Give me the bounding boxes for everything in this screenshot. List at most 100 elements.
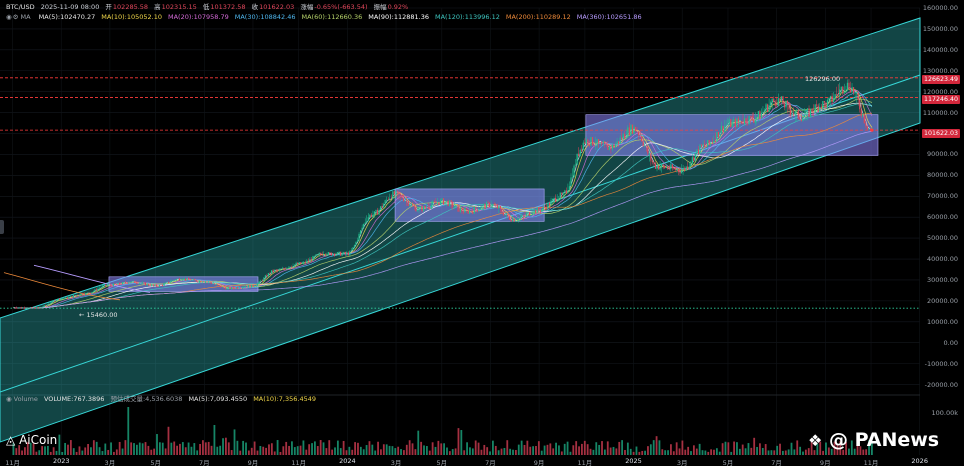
volume-bar [270, 443, 273, 455]
candle-body [175, 279, 177, 281]
candle-body [198, 281, 200, 283]
candle-body [78, 295, 81, 296]
volume-bar [500, 448, 503, 455]
volume-bar [555, 442, 557, 455]
volume-bar [253, 441, 256, 455]
candle-body [581, 149, 583, 151]
candle-body [499, 206, 501, 209]
candle-body [207, 281, 210, 283]
candle-body [862, 114, 864, 116]
volume-bar [107, 449, 110, 455]
candle-body [782, 96, 784, 105]
candle-body [240, 288, 242, 290]
candle-body [765, 104, 767, 111]
candle-body [822, 100, 824, 109]
candle-body [401, 194, 403, 199]
panel-toggle-handle[interactable] [0, 220, 4, 234]
candle-body [284, 268, 286, 270]
candle-body [246, 286, 248, 288]
candle-body [243, 287, 245, 289]
candle-body [553, 197, 555, 199]
volume-bar [632, 451, 635, 455]
candle-body [140, 283, 142, 284]
candle-body [231, 287, 233, 290]
candle-body [819, 106, 821, 113]
candle-body [555, 197, 557, 202]
candle-body [496, 204, 498, 209]
candle-body [393, 191, 395, 195]
volume-bar [492, 440, 494, 455]
candle-body [631, 124, 634, 134]
volume-bar [115, 449, 118, 455]
candle-body [137, 283, 139, 284]
trend-channel [0, 17, 921, 443]
candle-body [475, 207, 477, 210]
candle-body [768, 105, 770, 113]
y-tick-label: 40000.00 [926, 255, 958, 264]
volume-bar [362, 449, 365, 455]
volume-bar [480, 449, 483, 455]
candle-body [121, 282, 124, 285]
candle-body [777, 98, 779, 107]
mid-line-label: 117246.40 [922, 95, 961, 104]
volume-bar [825, 442, 827, 455]
candle-body [866, 126, 868, 130]
candle-body [407, 201, 409, 207]
volume-bar [285, 441, 288, 455]
candle-body [421, 206, 423, 212]
candle-body [568, 186, 571, 191]
volume-bar [543, 445, 546, 455]
candle-body [682, 167, 684, 171]
x-tick-label: 2025 [625, 457, 642, 465]
candle-body [831, 95, 833, 103]
candle-body [42, 306, 44, 308]
volume-bar [273, 451, 276, 455]
candle-body [622, 133, 624, 140]
candle-body [323, 255, 325, 257]
candle-body [330, 252, 333, 256]
volume-bar [377, 441, 379, 455]
x-tick-label: 5月 [150, 459, 161, 466]
candle-body [670, 164, 672, 170]
volume-bar [816, 443, 819, 455]
volume-bar [741, 444, 744, 455]
volume-bar [569, 451, 572, 455]
volume-bar [615, 448, 618, 455]
candle-body [37, 307, 39, 308]
candle-body [77, 295, 79, 296]
volume-bar [328, 440, 331, 455]
volume-bar [15, 448, 18, 455]
candle-body [751, 115, 753, 120]
candle-body [106, 285, 108, 286]
candle-body [852, 87, 855, 94]
candle-body [418, 207, 420, 211]
candle-body [691, 157, 693, 164]
candle-body [105, 284, 107, 286]
eye-icon[interactable]: ◉ [6, 13, 12, 21]
candle-body [83, 294, 85, 296]
close-value: 101622.03 [259, 3, 295, 11]
settings-icon[interactable]: ⚙ [12, 13, 19, 21]
volume-bar [69, 440, 72, 455]
candle-body [550, 200, 552, 206]
candle-body [791, 114, 793, 115]
volume-bar [454, 448, 457, 455]
candle-body [642, 141, 644, 146]
candle-body [212, 283, 214, 285]
candle-body [521, 215, 523, 218]
high-value: 102315.15 [161, 3, 197, 11]
volume-bar [730, 451, 733, 455]
volume-bar [724, 441, 727, 455]
volume-bar [181, 442, 184, 455]
candle-body [384, 200, 386, 205]
candle-body [358, 233, 360, 241]
candle-body [366, 221, 368, 223]
y-tick-label: 20000.00 [926, 296, 958, 305]
candle-body [85, 292, 87, 295]
volume-bar [514, 449, 517, 455]
volume-eye-icon[interactable]: ◉ [6, 395, 12, 403]
candle-body [857, 92, 859, 100]
volume-bar [810, 441, 813, 455]
